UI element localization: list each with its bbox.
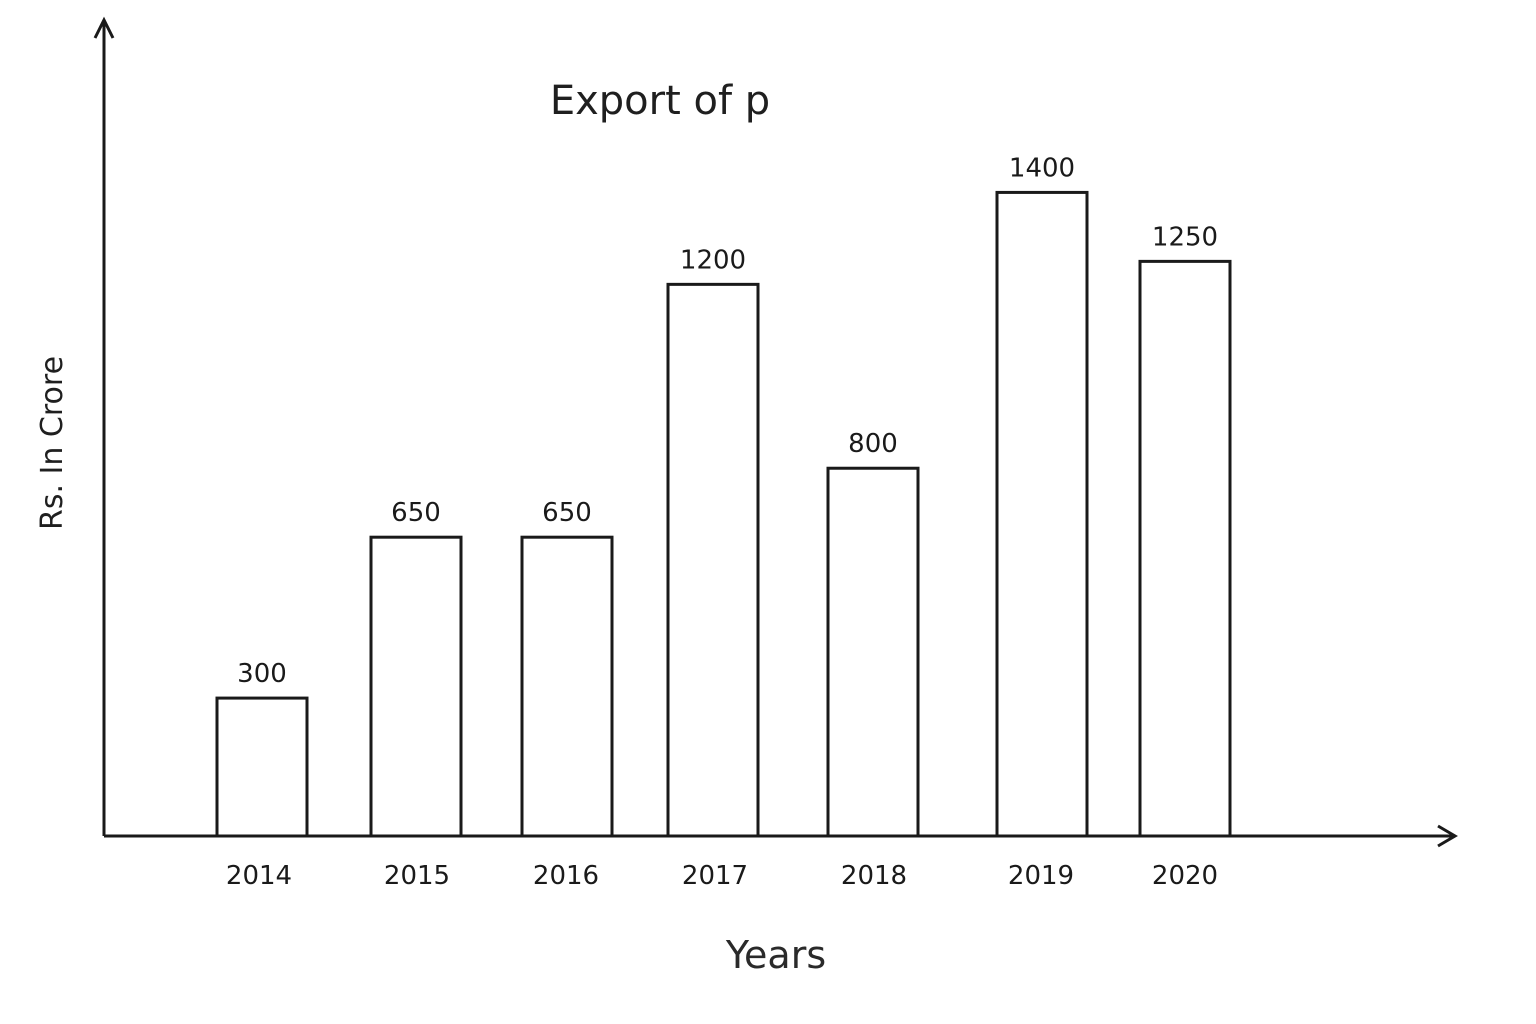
y-axis-title: Rs. In Crore — [35, 356, 70, 530]
x-tick-label-2014: 2014 — [226, 861, 292, 891]
chart-title: Export of p — [550, 78, 770, 124]
y-axis-arrowhead — [93, 16, 115, 39]
value-label-2017: 1200 — [680, 245, 746, 275]
value-label-2018: 800 — [848, 429, 898, 459]
bars-layer — [215, 190, 1232, 838]
bar-2014 — [215, 696, 309, 838]
labels-layer: 300 2014 650 2015 650 2016 1200 2017 800 2018 1400… — [226, 153, 1218, 891]
bar-2015 — [369, 535, 463, 838]
value-label-2015: 650 — [391, 498, 441, 528]
x-tick-label-2018: 2018 — [841, 861, 907, 891]
x-axis — [104, 824, 1458, 848]
value-label-2016: 650 — [542, 498, 592, 528]
value-label-2019: 1400 — [1009, 153, 1075, 183]
x-axis-arrowhead — [1437, 824, 1458, 848]
bar-2016 — [520, 535, 614, 838]
bar-2020 — [1138, 259, 1232, 838]
x-tick-label-2017: 2017 — [682, 861, 748, 891]
x-tick-label-2015: 2015 — [384, 861, 450, 891]
x-tick-label-2019: 2019 — [1008, 861, 1074, 891]
x-tick-label-2020: 2020 — [1152, 861, 1218, 891]
bar-2019 — [995, 190, 1089, 838]
bar-2017 — [666, 282, 760, 838]
bar-2018 — [826, 466, 920, 838]
value-label-2014: 300 — [237, 659, 287, 689]
x-tick-label-2016: 2016 — [533, 861, 599, 891]
value-label-2020: 1250 — [1152, 222, 1218, 252]
x-axis-title: Years — [725, 933, 826, 977]
y-axis — [93, 16, 115, 836]
